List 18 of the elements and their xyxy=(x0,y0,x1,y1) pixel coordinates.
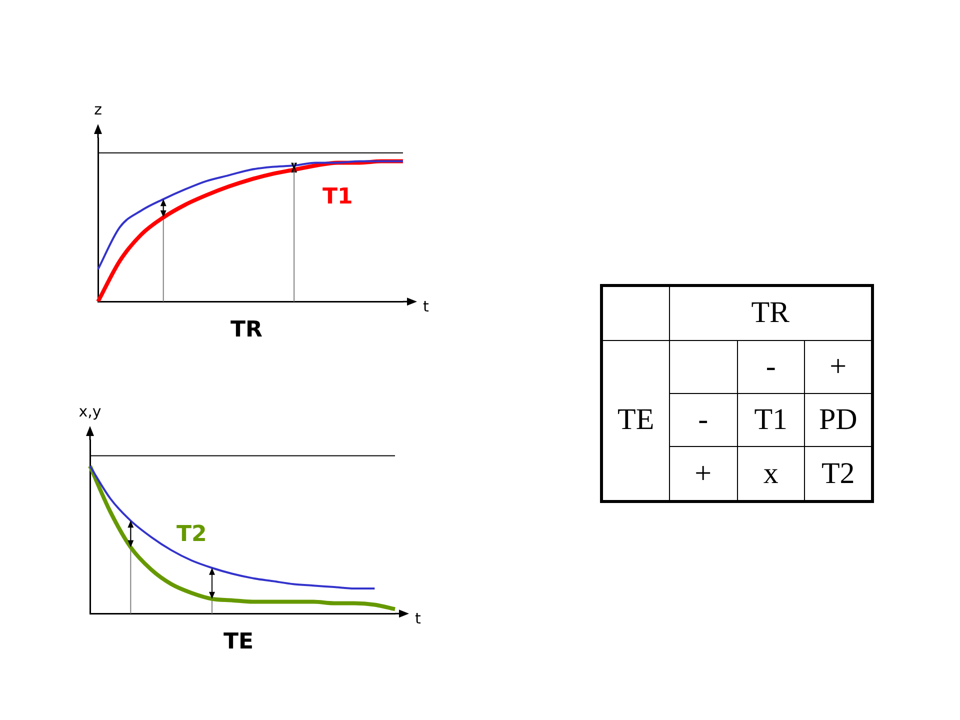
text: PD xyxy=(818,403,858,436)
category-label: + xyxy=(804,340,872,394)
category-label: + xyxy=(694,456,712,490)
x-axis-title: t xyxy=(415,609,421,628)
text: TE xyxy=(602,340,670,502)
text: TR xyxy=(669,286,872,340)
x-axis-title: t xyxy=(423,297,429,316)
y-axis-title: x,y xyxy=(78,402,102,420)
text: T1 xyxy=(754,403,788,436)
text: TE xyxy=(223,630,254,655)
series-label: T2 xyxy=(176,522,207,548)
text: T2 xyxy=(821,456,855,490)
series-label: T1 xyxy=(322,184,353,210)
y-axis-title: z xyxy=(94,100,102,118)
text: x xyxy=(763,456,778,490)
category-label: - xyxy=(698,403,708,436)
category-label: - xyxy=(737,340,805,394)
text: TR xyxy=(230,318,263,343)
